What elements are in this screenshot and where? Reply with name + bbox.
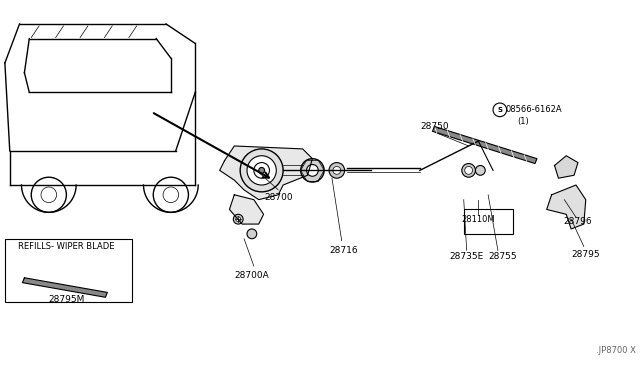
Circle shape [465,167,472,174]
Polygon shape [220,146,312,200]
Text: 28700: 28700 [264,193,292,202]
Circle shape [259,167,264,173]
Circle shape [462,164,476,177]
Bar [5,239,132,302]
Text: REFILLS- WIPER BLADE: REFILLS- WIPER BLADE [18,242,115,251]
Circle shape [234,214,243,224]
Polygon shape [22,278,108,297]
Circle shape [329,163,344,178]
Text: 28110M: 28110M [461,215,495,224]
Polygon shape [433,126,537,164]
Text: 28735E: 28735E [449,252,484,261]
Text: 28716: 28716 [330,246,358,255]
Circle shape [493,103,507,117]
Text: S: S [497,107,502,113]
Polygon shape [554,156,578,178]
Text: 28750: 28750 [420,122,449,131]
Circle shape [333,167,340,174]
Circle shape [41,187,56,203]
Text: 08566-6162A: 08566-6162A [506,105,563,114]
Text: 28795: 28795 [572,250,600,259]
Circle shape [247,156,276,185]
Circle shape [476,166,485,175]
Circle shape [307,164,318,176]
Circle shape [153,177,188,212]
Circle shape [254,163,269,178]
Text: 28755: 28755 [488,252,517,261]
Circle shape [301,159,324,182]
Circle shape [240,149,283,192]
Bar [464,209,513,234]
Text: 28795M: 28795M [48,295,84,304]
Text: (1): (1) [517,117,529,126]
Text: 28700A: 28700A [234,271,269,280]
Circle shape [236,217,241,222]
Circle shape [163,187,179,203]
Text: .JP8700 X: .JP8700 X [596,346,636,356]
Circle shape [31,177,67,212]
Polygon shape [229,195,264,224]
Circle shape [247,229,257,239]
Polygon shape [547,185,586,229]
Text: 28796: 28796 [564,217,592,226]
